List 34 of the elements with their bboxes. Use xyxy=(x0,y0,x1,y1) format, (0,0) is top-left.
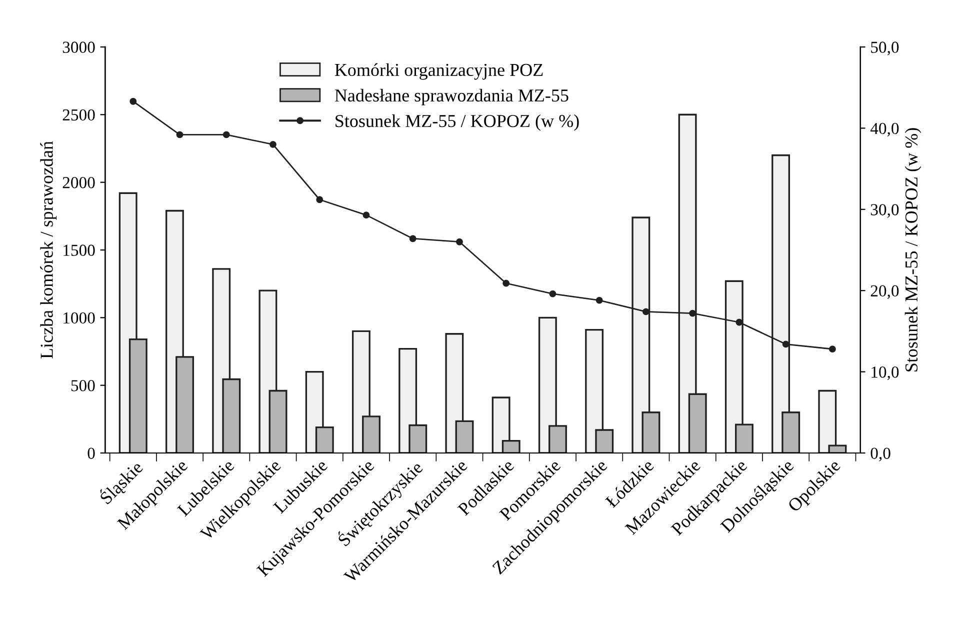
point xyxy=(409,235,416,242)
y-tick-label: 0 xyxy=(88,448,95,459)
y2-tick-label: 10,0 xyxy=(872,366,899,380)
y2-axis-title: Stosunek MZ-55 / KOPOZ (w %) xyxy=(904,128,922,372)
point xyxy=(736,318,743,326)
legend-label: Komórki organizacyjne POZ xyxy=(334,63,543,80)
y-tick-label: 2500 xyxy=(62,109,95,121)
legend-label: Nadesłane sprawozdania MZ-55 xyxy=(334,88,568,106)
y2-tick-label: 30,0 xyxy=(870,204,899,218)
y-tick-label: 2000 xyxy=(62,177,95,188)
y2-tick-label: 40,0 xyxy=(870,122,899,137)
point xyxy=(176,131,184,138)
point xyxy=(549,290,556,298)
y2-tick-label: 50,0 xyxy=(871,42,899,56)
legend-label: Stosunek MZ-55 / KOPOZ (w %) xyxy=(336,114,579,131)
point xyxy=(596,296,603,304)
y-tick-label: 1500 xyxy=(64,244,95,256)
point xyxy=(362,212,370,219)
point xyxy=(270,140,276,148)
point xyxy=(456,238,463,246)
y-tick-label: 500 xyxy=(71,380,95,392)
point xyxy=(130,98,137,105)
point xyxy=(222,131,230,138)
y-axis-title: Liczba komórek / sprawozdań xyxy=(40,141,57,359)
y2-tick-label: 0,0 xyxy=(870,448,890,462)
point xyxy=(782,340,790,348)
point xyxy=(316,196,324,204)
y-tick-label: 1000 xyxy=(64,312,95,324)
point xyxy=(689,310,696,317)
point xyxy=(828,346,836,353)
y2-tick-label: 20,0 xyxy=(870,285,899,299)
point xyxy=(502,280,510,287)
point xyxy=(642,308,650,316)
y-tick-label: 3000 xyxy=(62,42,95,53)
